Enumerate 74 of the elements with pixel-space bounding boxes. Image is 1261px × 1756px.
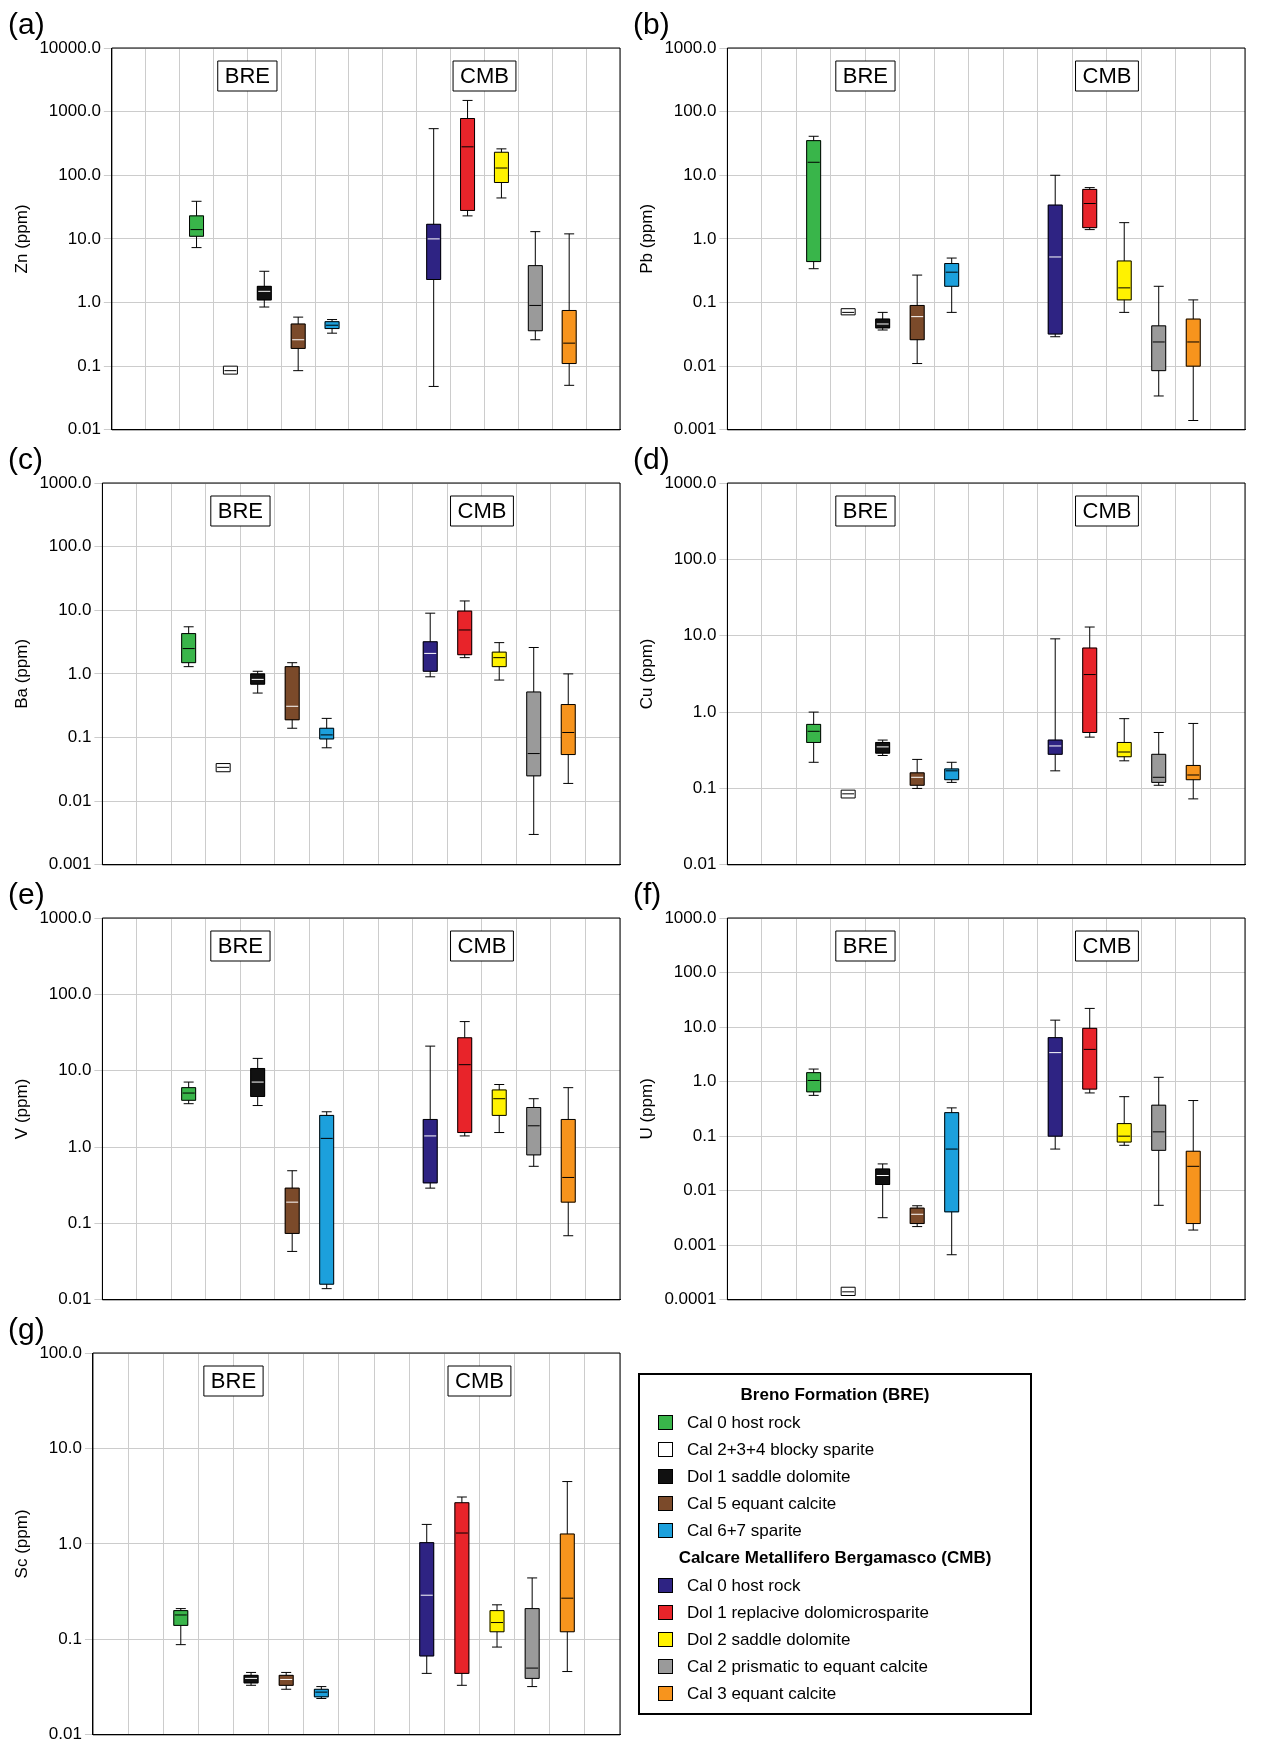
y-tick-label: 0.01 (683, 1180, 717, 1200)
y-tick-label: 0.01 (67, 419, 101, 439)
y-tick-label: 0.01 (58, 790, 92, 810)
y-tick-label: 0.0001 (664, 1289, 717, 1309)
y-tick-label: 0.1 (67, 727, 92, 747)
legend-label: Dol 2 saddle dolomite (687, 1629, 851, 1650)
y-axis-title: Zn (ppm) (11, 204, 31, 274)
y-tick-label: 0.1 (67, 1213, 92, 1233)
y-tick-label: 0.01 (683, 854, 717, 874)
x-tick-label: BRE (217, 933, 264, 959)
x-tick-label: BRE (842, 63, 889, 89)
y-tick-label: 1.0 (692, 1071, 717, 1091)
x-tick-label: CMB (457, 933, 507, 959)
y-tick-label: 0.1 (692, 292, 717, 312)
y-tick-label: 100.0 (58, 164, 101, 184)
y-tick-label: 1.0 (692, 701, 717, 721)
y-tick-label: 0.1 (692, 778, 717, 798)
y-tick-label: 10.0 (48, 1438, 82, 1458)
y-tick-label: 100.0 (673, 101, 717, 121)
y-axis-title: Pb (ppm) (636, 203, 656, 274)
x-tick-label: CMB (455, 1368, 504, 1394)
y-tick-label: 1000.0 (664, 907, 717, 927)
x-tick-label: BRE (842, 498, 889, 524)
y-tick-label: 10.0 (683, 625, 717, 645)
x-tick-label: CMB (1082, 63, 1132, 89)
y-axis-title: V (ppm) (11, 1078, 31, 1140)
y-tick-label: 1.0 (67, 663, 92, 683)
y-axis-title: Ba (ppm) (11, 638, 31, 709)
x-tick-label: BRE (224, 63, 270, 89)
y-tick-label: 10.0 (683, 1016, 717, 1036)
y-tick-label: 100.0 (48, 536, 92, 556)
text: Breno Formation (BRE) (740, 1385, 930, 1404)
legend-label: Cal 5 equant calcite (687, 1493, 837, 1514)
x-tick-label: BRE (210, 1368, 257, 1394)
y-tick-label: 0.001 (673, 1234, 717, 1254)
y-tick-label: 1.0 (77, 292, 101, 312)
legend-label: Cal 2 prismatic to equant calcite (687, 1656, 928, 1677)
y-tick-label: 0.01 (48, 1724, 82, 1744)
text: Calcare Metallifero Bergamasco (CMB) (678, 1548, 992, 1567)
legend-label: Cal 0 host rock (687, 1412, 801, 1433)
y-axis-title: U (ppm) (636, 1078, 656, 1140)
y-tick-label: 10.0 (58, 599, 92, 619)
y-tick-label: 0.001 (48, 854, 92, 874)
y-tick-label: 1.0 (58, 1533, 82, 1553)
x-tick-label: CMB (457, 498, 507, 524)
legend-label: Dol 1 saddle dolomite (687, 1466, 851, 1487)
y-axis-title: Cu (ppm) (636, 638, 656, 710)
y-tick-label: 1000.0 (48, 101, 101, 121)
chart-title: (f) (633, 877, 662, 911)
y-tick-label: 100.0 (48, 984, 92, 1004)
y-tick-label: 100.0 (673, 549, 717, 569)
y-tick-label: 0.1 (77, 355, 101, 375)
y-tick-label: 0.01 (683, 355, 717, 375)
y-tick-label: 1.0 (692, 228, 717, 248)
legend-label: Dol 1 replacive dolomicrosparite (687, 1602, 929, 1623)
y-tick-label: 10.0 (67, 228, 101, 248)
y-tick-label: 100.0 (673, 962, 717, 982)
x-tick-label: BRE (842, 933, 889, 959)
y-tick-label: 0.01 (58, 1289, 92, 1309)
x-tick-label: CMB (1082, 933, 1132, 959)
x-tick-label: CMB (460, 63, 509, 89)
y-tick-label: 10.0 (58, 1060, 92, 1080)
y-tick-label: 1.0 (67, 1136, 92, 1156)
y-axis-title: Sc (ppm) (11, 1509, 31, 1579)
y-tick-label: 10.0 (683, 164, 717, 184)
legend-label: Cal 6+7 sparite (687, 1520, 802, 1541)
legend-label: Cal 0 host rock (687, 1575, 801, 1596)
legend-label: Cal 3 equant calcite (687, 1683, 837, 1704)
x-tick-label: BRE (217, 498, 264, 524)
x-tick-label: CMB (1082, 498, 1132, 524)
y-tick-label: 0.001 (673, 419, 717, 439)
y-tick-label: 0.1 (58, 1629, 82, 1649)
legend-label: Cal 2+3+4 blocky sparite (687, 1439, 875, 1460)
y-tick-label: 0.1 (692, 1125, 717, 1145)
